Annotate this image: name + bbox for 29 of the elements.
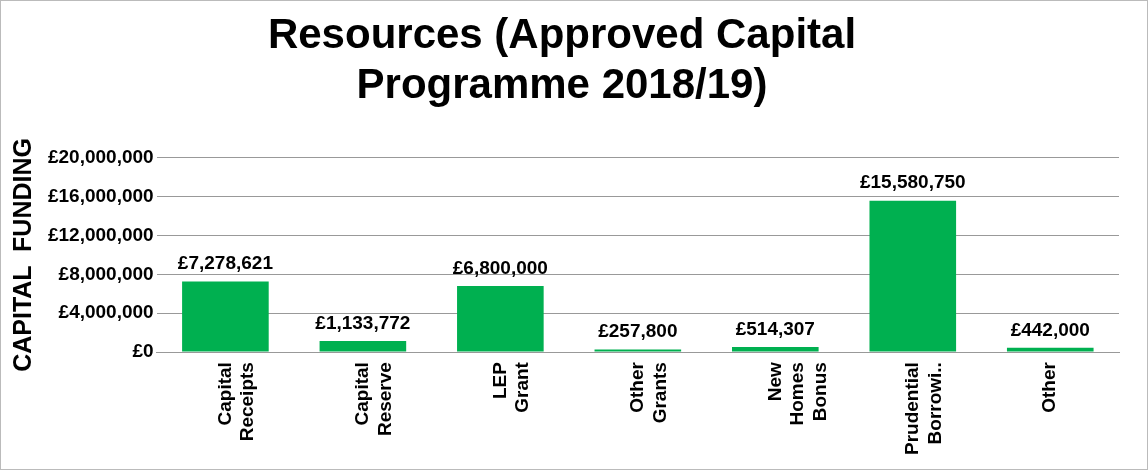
x-tick-label: Capital Receipts [213, 362, 258, 442]
x-tick-label: Prudential Borrowi.. [901, 362, 945, 455]
y-tick-label: £12,000,000 [47, 223, 154, 245]
x-tick-label: New Homes Bonus [763, 361, 831, 426]
y-tick-label: £20,000,000 [47, 146, 154, 168]
x-tick-label: LEP Grant [488, 361, 533, 413]
bar [732, 347, 819, 352]
y-tick-label: £16,000,000 [47, 184, 154, 206]
y-tick-label: £8,000,000 [58, 262, 154, 284]
data-label: £1,133,772 [315, 311, 411, 333]
y-tick-label: £0 [132, 340, 154, 362]
bar [182, 281, 269, 352]
chart-title: Resources (Approved Capital Programme 2018/19) [267, 9, 857, 108]
bar [457, 286, 544, 352]
x-tick-label: Capital Reserve [351, 362, 395, 437]
data-label: £257,800 [598, 320, 678, 342]
data-label: £514,307 [735, 317, 815, 339]
data-label: £6,800,000 [452, 256, 548, 278]
data-label: £442,000 [1010, 318, 1090, 340]
bar [1006, 347, 1094, 352]
y-tick-label: £4,000,000 [58, 301, 154, 323]
bar [594, 349, 682, 352]
x-tick-label: Other [1038, 361, 1060, 413]
bar [319, 341, 407, 352]
x-tick-label: Other Grants [626, 361, 670, 424]
data-label: £15,580,750 [859, 171, 966, 193]
data-label: £7,278,621 [177, 252, 274, 274]
bar [869, 200, 957, 352]
y-axis-title: CAPITAL FUNDING [7, 138, 36, 372]
